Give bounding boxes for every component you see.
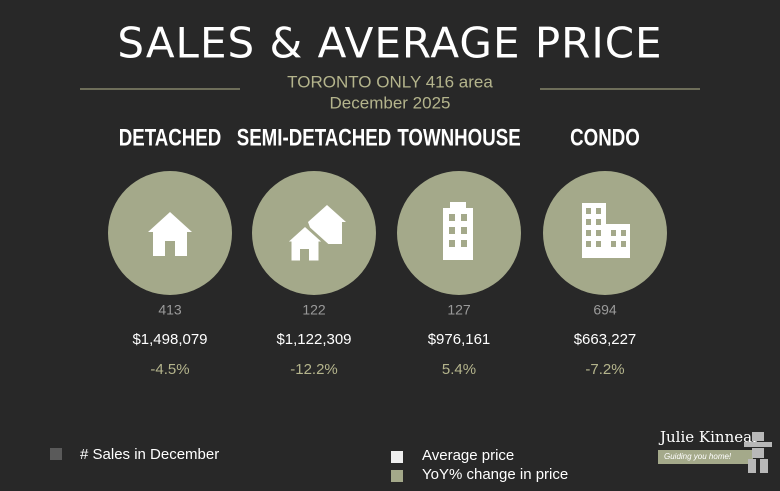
change-value: -7.2% [585, 361, 624, 378]
legend-label: Average price [422, 447, 514, 464]
change-value: -4.5% [150, 361, 189, 378]
sales-value: 694 [593, 302, 617, 318]
type-name: TOWNHOUSE [397, 124, 520, 151]
change-value: -12.2% [290, 361, 338, 378]
sales-value: 127 [447, 302, 471, 318]
price-value: $976,161 [428, 331, 491, 348]
sales-value: 122 [302, 302, 326, 318]
legend-label: YoY% change in price [422, 466, 568, 483]
change-value: 5.4% [442, 361, 476, 378]
legend-label: # Sales in December [80, 446, 219, 463]
type-name: DETACHED [119, 124, 222, 151]
sales-value: 413 [158, 302, 182, 318]
type-name: SEMI-DETACHED [237, 124, 392, 151]
icon-semi-detached [281, 205, 346, 264]
title: SALES & AVERAGE PRICE [117, 19, 662, 68]
icon-detached [148, 212, 192, 256]
logo-figure [744, 432, 772, 473]
legend-swatch [50, 448, 62, 460]
legend-swatch [391, 451, 403, 463]
subtitle: TORONTO ONLY 416 area [287, 72, 493, 91]
price-value: $1,122,309 [276, 331, 351, 348]
type-name: CONDO [570, 124, 640, 151]
period: December 2025 [330, 93, 451, 112]
icon-condo [582, 203, 630, 258]
logo-tagline: Guiding you home! [664, 452, 732, 461]
price-value: $663,227 [574, 331, 637, 348]
icon-townhouse [443, 202, 473, 260]
logo: Julie Kinnear Guiding you home! [658, 428, 772, 473]
logo-name: Julie Kinnear [658, 428, 760, 446]
price-value: $1,498,079 [132, 331, 207, 348]
logo-band [658, 450, 753, 464]
legend-swatch [391, 470, 403, 482]
